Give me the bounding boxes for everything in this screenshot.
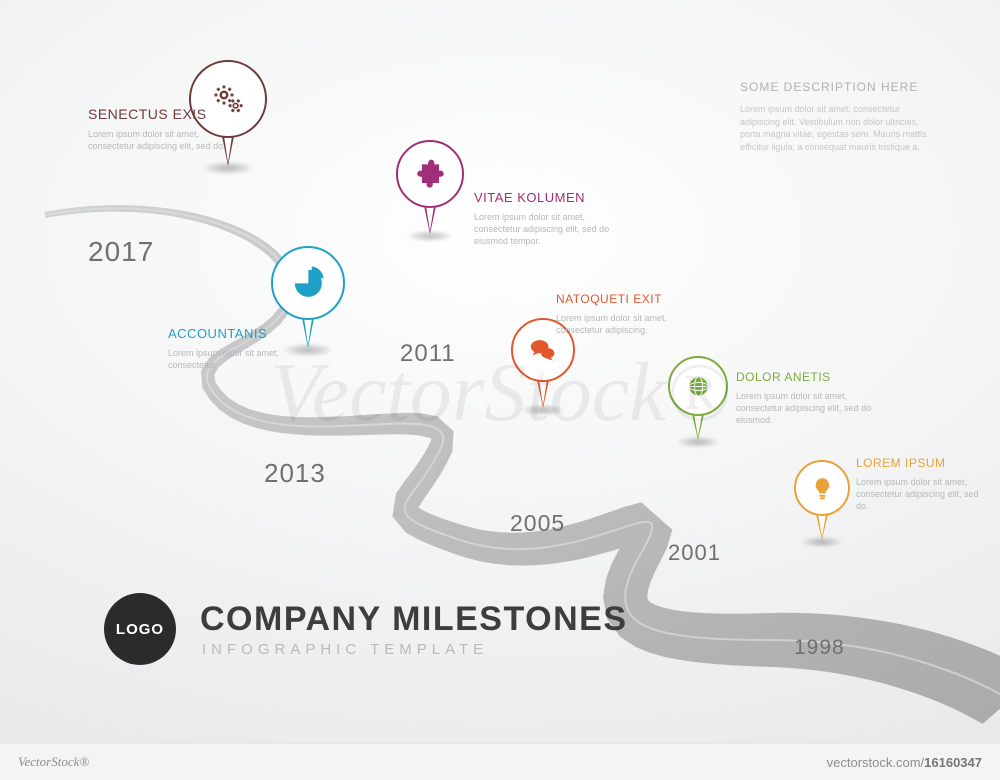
milestone-text: SENECTUS EXIS Lorem ipsum dolor sit amet,… (88, 106, 238, 152)
milestone-text: ACCOUNTANIS Lorem ipsum dolor sit amet, c… (168, 326, 288, 371)
milestone-body: Lorem ipsum dolor sit amet, consectetur … (474, 211, 624, 247)
main-subtitle: INFOGRAPHIC TEMPLATE (202, 641, 628, 658)
pie-icon (271, 246, 345, 320)
milestone-year: 2001 (668, 540, 721, 566)
milestone-body: Lorem ipsum dolor sit amet, consectetur … (856, 476, 986, 512)
milestone-body: Lorem ipsum dolor sit amet, consectetur … (556, 312, 706, 336)
logo-badge: LOGO (104, 593, 176, 665)
brand-right: vectorstock.com/16160347 (827, 755, 982, 770)
description-title: SOME DESCRIPTION HERE (740, 80, 940, 94)
milestone-year: 2005 (510, 510, 565, 537)
milestone-body: Lorem ipsum dolor sit amet, consectetur. (168, 347, 288, 371)
milestone-text: DOLOR ANETIS Lorem ipsum dolor sit amet, … (736, 370, 886, 426)
bulb-icon (794, 460, 850, 516)
milestone-title: NATOQUETI EXIT (556, 292, 706, 306)
milestone-body: Lorem ipsum dolor sit amet, consectetur … (736, 390, 886, 426)
description-block: SOME DESCRIPTION HERE Lorem ipsum dolor … (740, 80, 940, 162)
milestone-title: ACCOUNTANIS (168, 326, 288, 341)
milestone-title: SENECTUS EXIS (88, 106, 238, 122)
milestone-year: 2017 (88, 236, 154, 268)
puzzle-icon (396, 140, 464, 208)
milestone-text: NATOQUETI EXIT Lorem ipsum dolor sit amet… (556, 292, 706, 336)
svg-text:VectorStock®: VectorStock® (270, 346, 730, 439)
milestone-title: VITAE KOLUMEN (474, 190, 624, 205)
milestone-title: DOLOR ANETIS (736, 370, 886, 384)
milestone-year: 2011 (400, 340, 456, 368)
milestone-title: LOREM IPSUM (856, 456, 986, 470)
milestone-year: 2013 (264, 458, 326, 489)
attribution-bar: VectorStock® vectorstock.com/16160347 (0, 743, 1000, 780)
milestone-text: LOREM IPSUM Lorem ipsum dolor sit amet, c… (856, 456, 986, 512)
milestone-text: VITAE KOLUMEN Lorem ipsum dolor sit amet,… (474, 190, 624, 247)
globe-icon (668, 356, 728, 416)
main-title: COMPANY MILESTONES (200, 600, 628, 639)
footer: LOGO COMPANY MILESTONES INFOGRAPHIC TEMP… (104, 593, 628, 665)
infographic-canvas: 2017 SENECTUS EXIS Lorem ipsum dolor sit a… (0, 0, 1000, 780)
description-body: Lorem ipsum dolor sit amet, consectetur … (740, 103, 940, 153)
brand-left: VectorStock® (18, 754, 89, 770)
milestone-body: Lorem ipsum dolor sit amet, consectetur … (88, 128, 238, 152)
milestone-year: 1998 (794, 636, 845, 660)
